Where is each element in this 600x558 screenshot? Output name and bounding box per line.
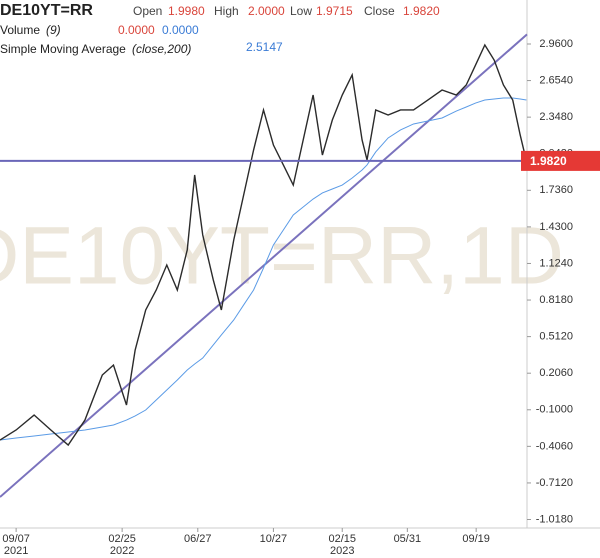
sma-value: 2.5147 — [246, 40, 283, 54]
close-value: 1.9820 — [403, 4, 440, 18]
y-tick-label: 2.3480 — [539, 111, 573, 123]
price-tag — [521, 150, 600, 171]
y-tick-label: 1.4300 — [539, 221, 573, 233]
plot-area — [0, 0, 600, 529]
volume-label: Volume — [0, 23, 40, 37]
open-value: 1.9980 — [168, 4, 205, 18]
y-tick-label: 2.9600 — [539, 38, 573, 50]
x-tick-label: 09/19 — [462, 533, 490, 545]
x-tick-label: 02/15 — [328, 533, 356, 545]
symbol: DE10YT=RR — [0, 2, 93, 19]
y-tick-label: 1.7360 — [539, 184, 573, 196]
volume-param: (9) — [46, 23, 61, 37]
sma-label: Simple Moving Average — [0, 42, 126, 56]
x-tick-year: 2022 — [110, 545, 134, 557]
x-tick-year: 2023 — [330, 545, 354, 557]
volume-value: 0.0000 — [118, 23, 155, 37]
open-label: Open — [133, 4, 162, 18]
y-tick-label: -0.4060 — [536, 440, 573, 452]
y-tick-label: 2.6540 — [539, 74, 573, 86]
x-tick-label: 09/07 — [2, 533, 30, 545]
high-label: High — [214, 4, 239, 18]
sma-params: (close,200) — [132, 42, 191, 56]
y-tick-label: 1.1240 — [539, 257, 573, 269]
low-label: Low — [290, 4, 312, 18]
volume-value: 0.0000 — [162, 23, 199, 37]
x-tick-label: 02/25 — [108, 533, 136, 545]
price-tag-label: 1.9820 — [530, 154, 567, 168]
y-tick-label: 0.5120 — [539, 331, 573, 343]
y-tick-label: -1.0180 — [536, 513, 573, 525]
y-tick-label: -0.7120 — [536, 477, 573, 489]
y-tick-label: 0.2060 — [539, 367, 573, 379]
x-tick-label: 05/31 — [394, 533, 422, 545]
x-tick-year: 2021 — [4, 545, 28, 557]
price-line — [0, 43, 528, 447]
low-value: 1.9715 — [316, 4, 353, 18]
y-tick-label: 0.8180 — [539, 294, 573, 306]
close-label: Close — [364, 4, 395, 18]
y-tick-label: -0.1000 — [536, 404, 573, 416]
watermark: DE10YT=RR,1D — [0, 211, 564, 302]
high-value: 2.0000 — [248, 4, 285, 18]
x-tick-label: 06/27 — [184, 533, 212, 545]
x-tick-label: 10/27 — [260, 533, 288, 545]
trend-line — [0, 33, 528, 498]
sma-line — [0, 97, 527, 441]
